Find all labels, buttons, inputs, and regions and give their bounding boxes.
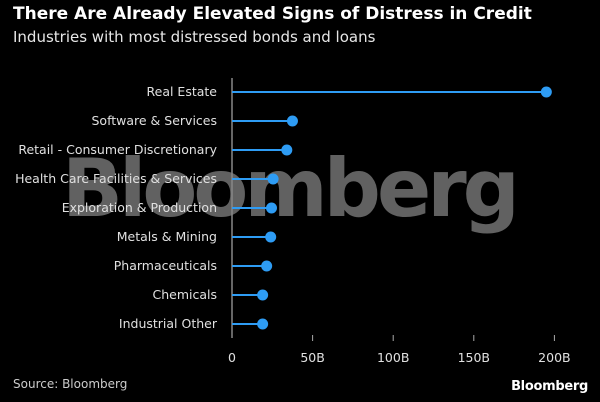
bloomberg-logo: Bloomberg xyxy=(511,379,588,394)
x-tick-label: 200B xyxy=(538,350,570,365)
chart-title: There Are Already Elevated Signs of Dist… xyxy=(13,4,532,24)
lollipop-dot xyxy=(286,115,298,127)
lollipop-dot xyxy=(540,86,552,98)
category-label: Pharmaceuticals xyxy=(114,258,217,273)
lollipop-dot xyxy=(265,202,277,214)
x-tick-label: 150B xyxy=(458,350,490,365)
x-tick-label: 100B xyxy=(377,350,409,365)
x-tick-label: 0 xyxy=(228,350,236,365)
category-label: Exploration & Production xyxy=(62,200,217,215)
category-label: Retail - Consumer Discretionary xyxy=(18,142,217,157)
x-tick-label: 50B xyxy=(300,350,324,365)
category-label: Software & Services xyxy=(91,113,217,128)
lollipop-dot xyxy=(281,144,293,156)
lollipop-dot xyxy=(257,289,269,301)
category-label: Industrial Other xyxy=(119,316,218,331)
category-label: Chemicals xyxy=(152,287,217,302)
lollipop-dot xyxy=(261,260,273,272)
category-label: Metals & Mining xyxy=(117,229,217,244)
lollipop-dot xyxy=(257,318,269,330)
category-label: Health Care Facilities & Services xyxy=(15,171,217,186)
source-note: Source: Bloomberg xyxy=(13,377,128,391)
category-label: Real Estate xyxy=(147,84,218,99)
chart-subtitle: Industries with most distressed bonds an… xyxy=(13,28,376,46)
lollipop-dot xyxy=(265,231,277,243)
lollipop-dot xyxy=(267,173,279,185)
